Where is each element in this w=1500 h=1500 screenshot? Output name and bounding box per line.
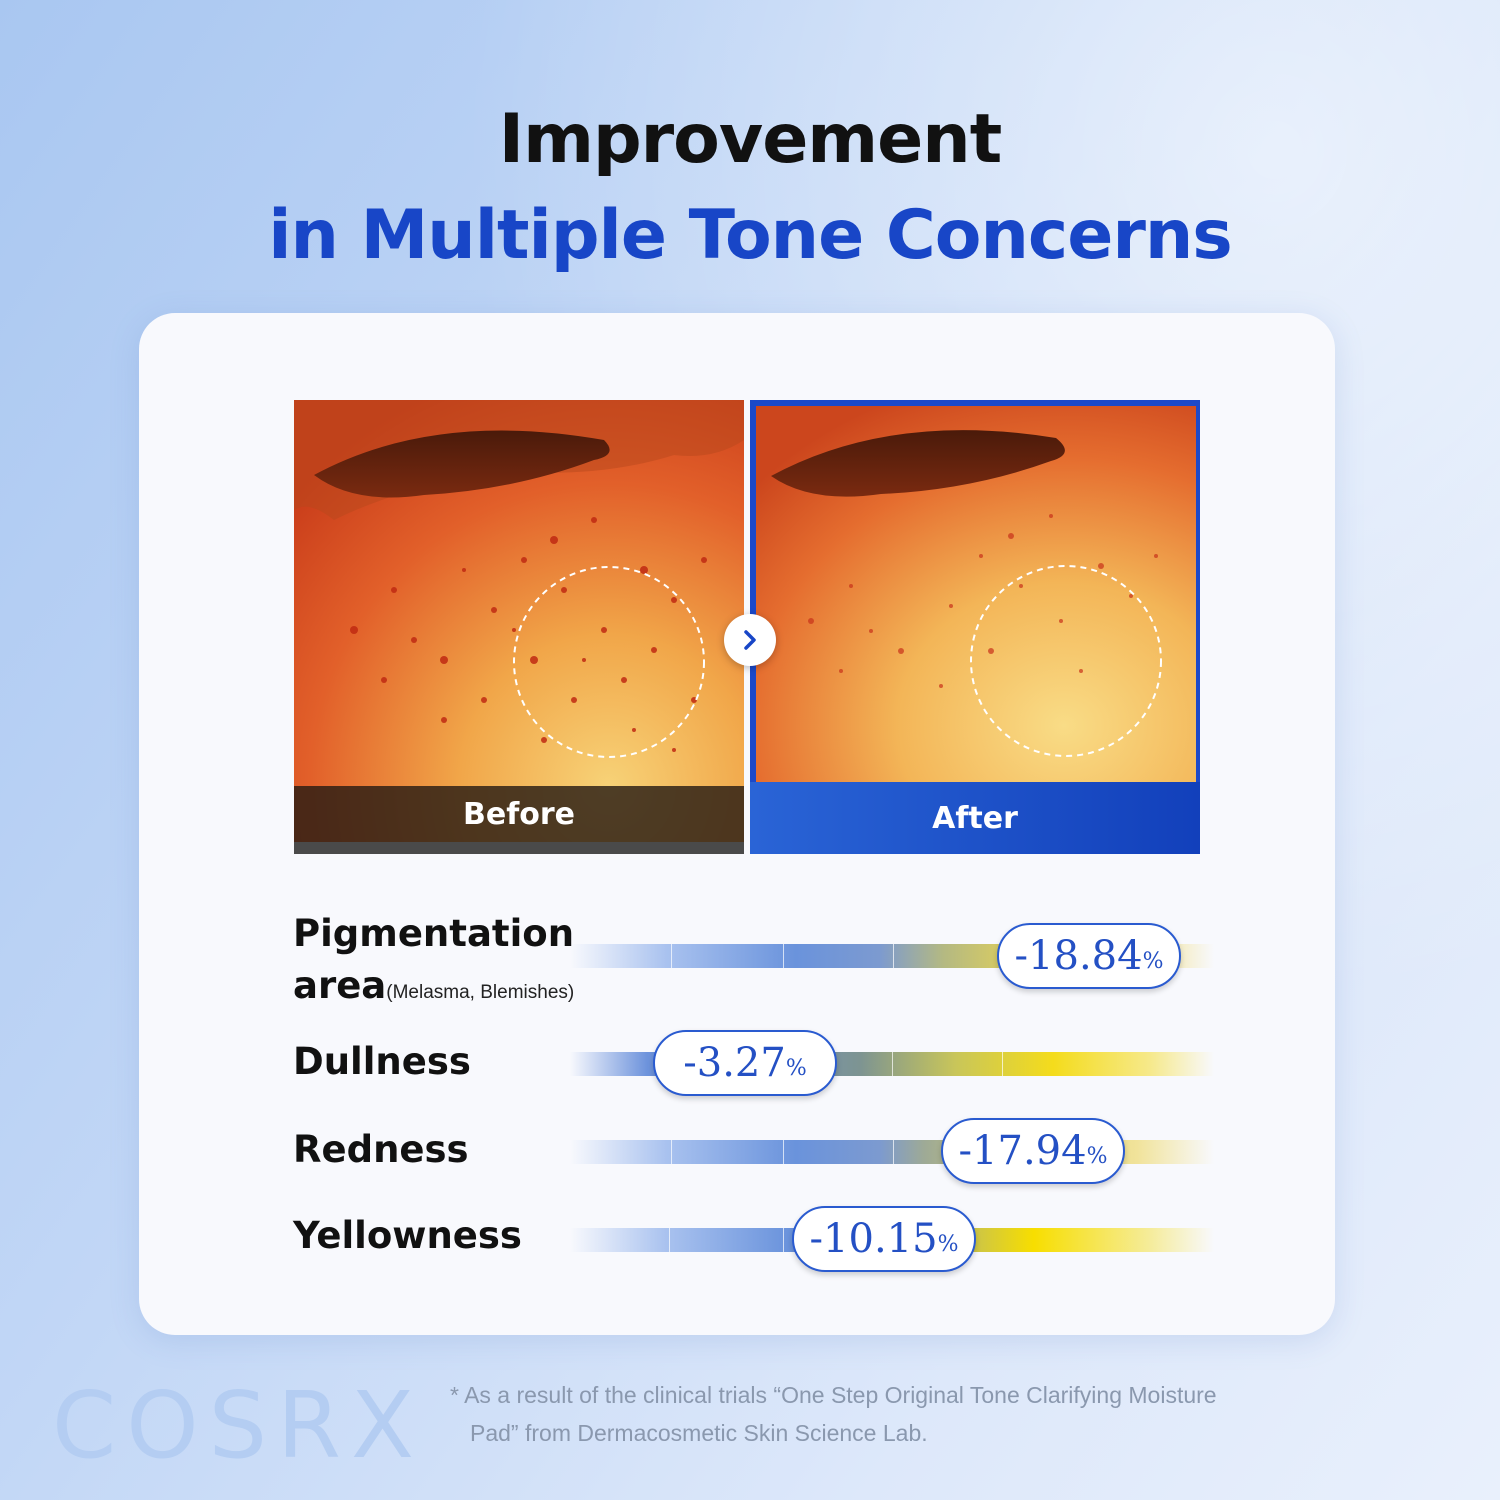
bar-tick xyxy=(671,1140,672,1164)
value-badge-pigmentation: -18.84% xyxy=(997,923,1181,989)
bar-tick xyxy=(783,1228,784,1252)
after-skin-image xyxy=(756,406,1196,782)
before-photo: Before xyxy=(294,400,744,854)
value-number: -18.84 xyxy=(1014,933,1143,979)
metric-label-redness: Redness xyxy=(293,1128,469,1171)
bar-tick xyxy=(671,944,672,968)
metric-label-text: Pigmentation xyxy=(293,912,575,955)
headline-line-2: in Multiple Tone Concerns xyxy=(268,196,1233,275)
bar-tick xyxy=(783,944,784,968)
footnote: * As a result of the clinical trials “On… xyxy=(450,1376,1330,1452)
value-unit: % xyxy=(785,1055,807,1081)
brand-logo: COSRX xyxy=(52,1372,424,1479)
value-unit: % xyxy=(1086,1143,1108,1169)
bar-tick xyxy=(893,944,894,968)
value-number: -3.27 xyxy=(683,1040,786,1086)
metric-label-yellowness: Yellowness xyxy=(293,1214,522,1257)
value-badge-redness: -17.94% xyxy=(941,1118,1125,1184)
value-unit: % xyxy=(1142,948,1164,974)
metric-label-dullness: Dullness xyxy=(293,1040,471,1083)
value-number: -17.94 xyxy=(958,1128,1087,1174)
next-arrow-button[interactable] xyxy=(724,614,776,666)
metric-label-pigmentation: Pigmentation area(Melasma, Blemishes) xyxy=(293,908,574,1019)
footnote-line-1: * As a result of the clinical trials “On… xyxy=(450,1382,1217,1408)
after-photo: After xyxy=(750,400,1200,854)
chevron-right-icon xyxy=(744,630,756,650)
before-caption: Before xyxy=(294,786,744,854)
before-skin-image xyxy=(294,400,744,854)
metric-sub-label: (Melasma, Blemishes) xyxy=(386,982,575,1003)
metric-label-text-line2: area xyxy=(293,964,387,1007)
bar-tick xyxy=(783,1140,784,1164)
bar-tick xyxy=(893,1140,894,1164)
bar-tick xyxy=(1002,1052,1003,1076)
footnote-line-2: Pad” from Dermacosmetic Skin Science Lab… xyxy=(470,1420,928,1446)
value-number: -10.15 xyxy=(809,1216,938,1262)
value-unit: % xyxy=(937,1231,959,1257)
bar-tick xyxy=(669,1228,670,1252)
value-badge-dullness: -3.27% xyxy=(653,1030,837,1096)
value-badge-yellowness: -10.15% xyxy=(792,1206,976,1272)
bar-tick xyxy=(892,1052,893,1076)
headline-line-1: Improvement xyxy=(498,100,1002,179)
after-caption: After xyxy=(750,782,1200,854)
